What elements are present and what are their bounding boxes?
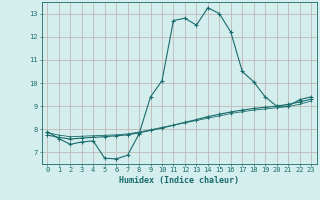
X-axis label: Humidex (Indice chaleur): Humidex (Indice chaleur) xyxy=(119,176,239,185)
